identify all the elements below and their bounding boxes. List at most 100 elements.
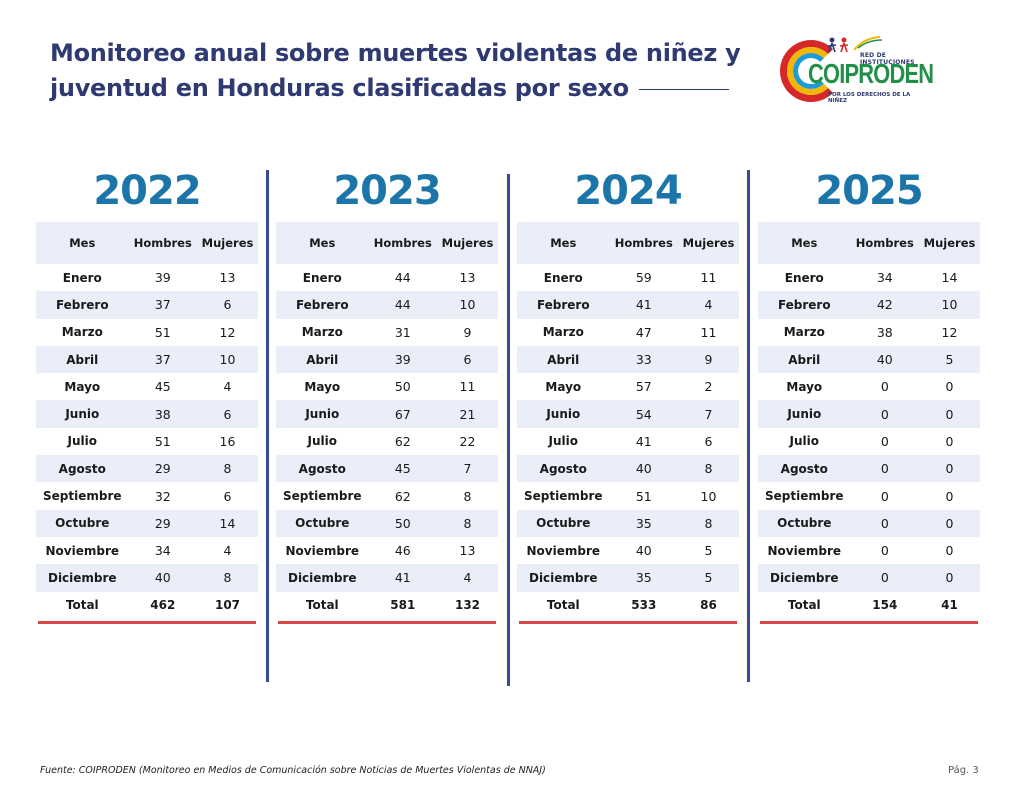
month-cell: Octubre [55,516,110,531]
mujeres-cell: 0 [945,406,954,422]
total-row: Total 581 132 [276,592,498,619]
mujeres-cell: 10 [459,297,476,313]
column-header-mujeres: Mujeres [923,236,976,250]
hombres-cell: 39 [394,352,411,368]
mujeres-cell: 9 [704,352,713,368]
hombres-cell: 45 [154,379,171,395]
column-header-mes: Mes [550,236,577,250]
mujeres-cell: 10 [941,297,958,313]
divider-2 [507,174,510,686]
mujeres-cell: 8 [704,461,713,477]
mujeres-cell: 11 [459,379,476,395]
table-row: Abril 40 5 [758,345,980,374]
hombres-cell: 0 [880,379,889,395]
table-row: Agosto 40 8 [517,455,739,483]
table-row: Noviembre 46 13 [276,537,498,564]
table-row: Diciembre 40 8 [36,564,258,592]
month-cell: Diciembre [769,570,839,585]
table-row: Junio 67 21 [276,400,498,428]
month-cell: Septiembre [43,489,122,504]
month-cell: Marzo [301,325,343,340]
total-underline [38,620,256,624]
mujeres-cell: 7 [704,406,713,422]
month-cell: Julio [307,434,338,449]
total-label: Total [65,598,99,613]
month-cell: Diciembre [47,570,117,585]
hombres-cell: 40 [635,461,652,477]
month-cell: Junio [787,407,822,422]
table-row: Febrero 41 4 [517,291,739,319]
year-section-2022: 2022 Mes Hombres Mujeres Enero 39 13 Febrero 37 6… [36,160,258,624]
hombres-cell: 0 [880,515,889,531]
hombres-cell: 38 [154,406,171,422]
month-cell: Febrero [55,297,109,312]
hombres-cell: 0 [880,570,889,586]
hombres-cell: 41 [394,570,411,586]
table-row: Agosto 29 8 [36,455,258,483]
mujeres-cell: 6 [704,433,713,449]
mujeres-cell: 8 [463,488,472,504]
year-heading: 2024 [574,168,682,214]
mujeres-cell: 9 [463,324,472,340]
month-cell: Septiembre [524,489,603,504]
column-header-mujeres: Mujeres [682,236,735,250]
table-row: Junio 54 7 [517,400,739,428]
mujeres-cell: 12 [219,324,236,340]
table-row: Octubre 0 0 [758,509,980,537]
table-row: Mayo 57 2 [517,373,739,400]
year-section-2025: 2025 Mes Hombres Mujeres Enero 34 14 Febrero 42 1… [758,160,980,624]
mujeres-cell: 0 [945,515,954,531]
table-row: Junio 0 0 [758,400,980,428]
hombres-cell: 39 [154,270,171,286]
hombres-cell: 29 [154,515,171,531]
logo-children-icon [827,36,883,53]
mujeres-cell: 0 [945,379,954,395]
table-row: Noviembre 0 0 [758,537,980,564]
mujeres-cell: 4 [223,379,232,395]
mujeres-cell: 8 [223,570,232,586]
year-section-2024: 2024 Mes Hombres Mujeres Enero 59 11 Febrero 41 4… [517,160,739,624]
month-cell: Noviembre [526,543,601,558]
monthly-table: Mes Hombres Mujeres Enero 39 13 Febrero 37 6 Marz… [36,222,258,619]
table-row: Febrero 37 6 [36,291,258,319]
table-header-row: Mes Hombres Mujeres [276,222,498,264]
month-cell: Noviembre [767,543,842,558]
table-row: Septiembre 32 6 [36,482,258,509]
hombres-cell: 44 [394,297,411,313]
page-title: Monitoreo anual sobre muertes violentas … [50,36,750,106]
table-row: Mayo 45 4 [36,373,258,400]
column-header-hombres: Hombres [133,236,192,250]
table-row: Enero 44 13 [276,264,498,291]
mujeres-cell: 8 [223,461,232,477]
table-row: Enero 39 13 [36,264,258,291]
total-label: Total [787,598,821,613]
mujeres-cell: 0 [945,433,954,449]
hombres-cell: 42 [876,297,893,313]
hombres-cell: 50 [394,379,411,395]
hombres-cell: 35 [635,515,652,531]
column-header-hombres: Hombres [855,236,914,250]
table-row: Julio 0 0 [758,428,980,455]
mujeres-cell: 8 [463,515,472,531]
hombres-cell: 41 [635,433,652,449]
logo-ring-yellow [787,47,835,95]
mujeres-cell: 12 [941,324,958,340]
monthly-table: Mes Hombres Mujeres Enero 34 14 Febrero 42 10 Mar… [758,222,980,619]
hombres-cell: 0 [880,433,889,449]
table-row: Mayo 50 11 [276,373,498,400]
table-row: Septiembre 0 0 [758,482,980,509]
hombres-cell: 62 [394,433,411,449]
table-row: Febrero 44 10 [276,291,498,319]
table-row: Noviembre 40 5 [517,537,739,564]
mujeres-cell: 6 [463,352,472,368]
table-row: Agosto 45 7 [276,455,498,483]
total-underline [278,620,496,624]
table-row: Julio 51 16 [36,428,258,455]
hombres-cell: 40 [635,543,652,559]
table-row: Septiembre 51 10 [517,482,739,509]
column-header-hombres: Hombres [614,236,673,250]
month-cell: Marzo [542,325,584,340]
mujeres-cell: 11 [700,270,717,286]
total-underline [519,620,737,624]
hombres-cell: 34 [154,543,171,559]
